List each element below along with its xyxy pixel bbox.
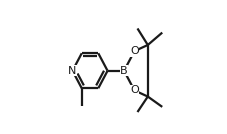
Text: B: B — [120, 66, 127, 76]
Text: O: O — [129, 85, 138, 95]
Text: O: O — [129, 46, 138, 56]
Text: N: N — [68, 66, 76, 76]
